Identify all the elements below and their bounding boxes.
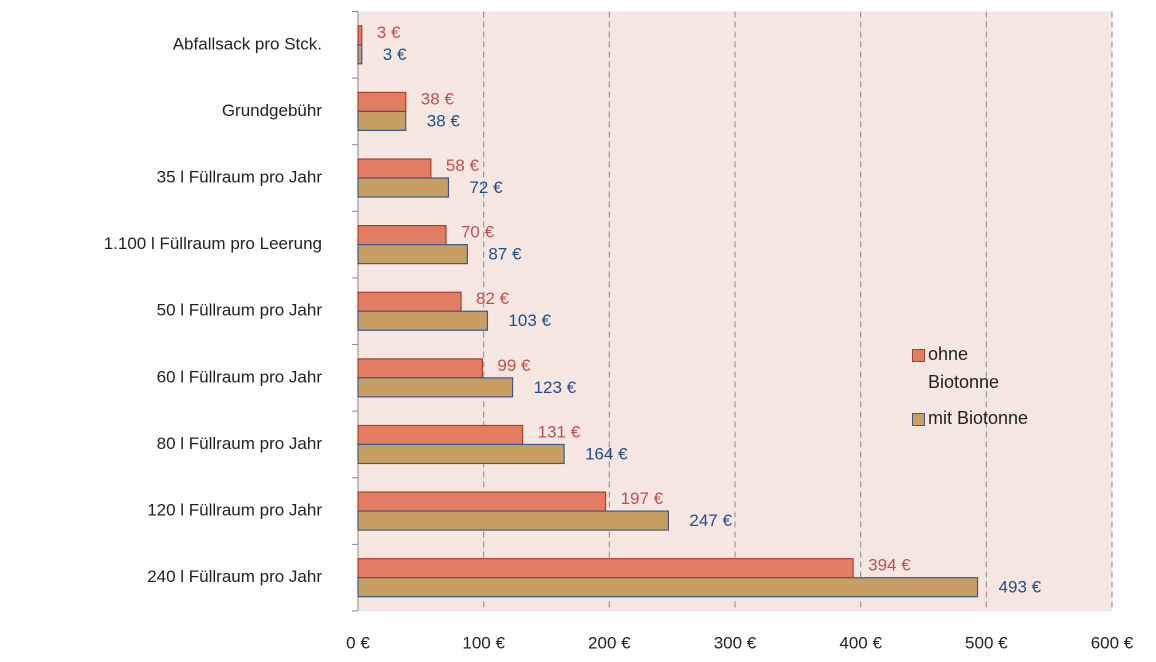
x-tick-label: 600 € [1091,633,1134,652]
y-tick-label: 240 l Füllraum pro Jahr [147,567,322,586]
value-label: 247 € [689,511,732,530]
legend-item: ohne Biotonne [912,340,1082,396]
bar [357,244,468,265]
bar [357,110,407,132]
bar [357,291,462,312]
legend-label: mit Biotonne [928,408,1029,428]
value-label: 394 € [868,556,911,575]
value-label: 82 € [476,289,510,308]
bar [357,225,447,246]
value-label: 493 € [999,578,1042,597]
x-tick-label: 400 € [839,633,882,652]
legend-swatch [912,413,925,426]
bar [357,510,669,531]
legend-label: ohne Biotonne [928,344,1000,392]
bar [357,91,407,113]
legend-swatch [912,349,925,362]
y-tick-label: 60 l Füllraum pro Jahr [157,367,323,386]
y-tick-label: 35 l Füllraum pro Jahr [157,168,323,187]
bar [357,25,363,46]
bar [357,558,854,579]
value-label: 3 € [383,45,407,64]
x-tick-label: 0 € [346,633,370,652]
value-label: 123 € [534,378,577,397]
value-label: 3 € [377,23,401,42]
y-tick-label: 120 l Füllraum pro Jahr [147,501,322,520]
bar [357,424,524,446]
value-label: 70 € [461,223,495,242]
y-tick-label: Grundgebühr [222,101,323,120]
x-tick-label: 200 € [588,633,631,652]
y-tick-label: Abfallsack pro Stck. [173,34,322,53]
bar [357,310,489,331]
bar [357,358,484,379]
y-tick-label: 50 l Füllraum pro Jahr [157,301,323,320]
value-label: 72 € [469,178,503,197]
bar [357,443,565,465]
value-label: 164 € [585,444,628,463]
bar [357,177,450,198]
x-tick-label: 100 € [462,633,505,652]
y-tick-label: 80 l Füllraum pro Jahr [157,434,323,453]
value-label: 38 € [427,111,461,130]
bar [357,491,607,512]
x-tick-label: 300 € [714,633,757,652]
bar [357,158,432,179]
bar [357,577,979,598]
bar [357,44,363,65]
y-tick-label: 1.100 l Füllraum pro Leerung [104,234,322,253]
bar [357,377,514,398]
value-label: 197 € [621,489,664,508]
value-label: 99 € [497,356,531,375]
value-label: 38 € [421,89,455,108]
x-tick-label: 500 € [965,633,1008,652]
legend-item: mit Biotonne [912,404,1082,432]
value-label: 87 € [488,245,522,264]
value-label: 58 € [446,156,480,175]
legend: ohne Biotonne mit Biotonne [912,340,1082,440]
value-label: 131 € [538,422,581,441]
value-label: 103 € [508,311,551,330]
